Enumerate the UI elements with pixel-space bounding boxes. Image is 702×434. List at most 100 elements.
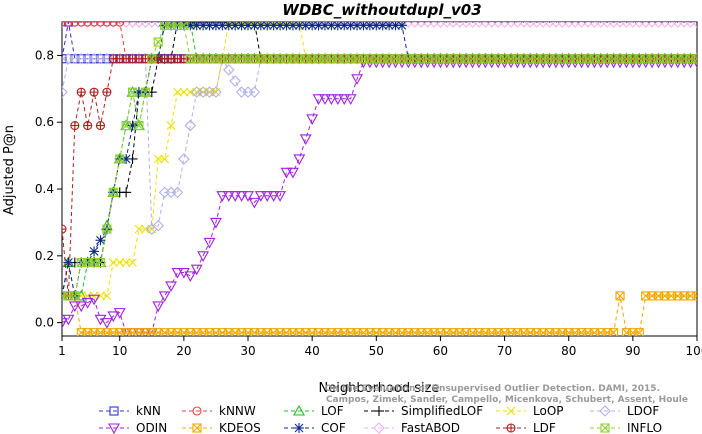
data-point-loop — [140, 224, 150, 234]
data-point-inflo — [70, 291, 80, 301]
series-odin — [62, 57, 697, 336]
data-point-loop — [269, 22, 279, 27]
data-point-knnw — [115, 22, 125, 27]
data-point-fastabod — [543, 22, 556, 28]
data-point-cof — [287, 22, 298, 31]
legend-label: kNN — [136, 404, 161, 418]
data-point-inflo — [179, 22, 189, 30]
data-point-loop — [237, 22, 246, 27]
legend-marker — [373, 422, 385, 434]
data-point-knnw — [70, 22, 80, 27]
data-point-fastabod — [402, 22, 415, 28]
legend-marker — [108, 423, 120, 434]
data-point-fastabod — [627, 22, 639, 28]
data-point-odin — [319, 94, 331, 105]
data-point-cof — [191, 22, 202, 31]
data-point-loop — [282, 22, 291, 27]
series-inflo — [62, 22, 697, 301]
legend-marker — [109, 406, 119, 416]
data-point-cof — [89, 246, 100, 257]
legend-marker — [506, 406, 516, 416]
data-point-odin — [248, 197, 261, 209]
data-point-ldf — [102, 87, 112, 97]
y-axis-label: Adjusted P@n — [2, 125, 17, 215]
data-point-loop — [102, 291, 112, 301]
data-point-odin — [286, 167, 299, 179]
data-point-cof — [210, 22, 221, 31]
data-point-fastabod — [421, 22, 434, 28]
x-tick-label: 100 — [686, 344, 702, 358]
data-point-ldof — [171, 186, 184, 199]
data-point-ldf — [95, 121, 106, 131]
data-point-ldof — [210, 86, 222, 98]
y-tick-label: 0.2 — [35, 249, 54, 263]
legend-label: LDOF — [627, 404, 659, 418]
data-point-fastabod — [133, 22, 145, 28]
data-point-fastabod — [101, 22, 113, 28]
data-point-odin — [75, 301, 88, 313]
data-point-fastabod — [460, 22, 472, 28]
data-point-inflo — [128, 87, 138, 97]
data-point-odin — [62, 314, 75, 326]
data-point-loop — [173, 87, 182, 97]
legend: kNN kNNW LOF SimplifiedLOF LoOP LDOF ODIN KDEOS… — [99, 404, 662, 434]
data-point-knnw — [95, 22, 106, 27]
data-point-fastabod — [678, 22, 690, 28]
x-tick-label: 80 — [561, 344, 576, 358]
data-point-odin — [344, 94, 357, 105]
legend-item-ldof: LDOF — [590, 404, 659, 418]
legend-marker — [374, 406, 384, 416]
legend-item-ldf: LDF — [496, 421, 556, 434]
data-point-ldof — [184, 119, 197, 132]
data-point-odin — [184, 271, 197, 283]
plot-area: 1 10 20 30 40 50 60 70 80 90 100 0.0 0.2 0.4 0.6 0.8 — [35, 21, 702, 358]
data-point-loop — [185, 87, 195, 97]
x-axis-label: Neighborhood size — [319, 381, 440, 396]
series-line-kdeos — [62, 295, 697, 334]
data-point-odin — [216, 191, 229, 202]
data-point-fastabod — [537, 22, 549, 28]
data-point-odin — [351, 74, 363, 85]
legend-label: INFLO — [627, 421, 662, 434]
data-point-fastabod — [146, 22, 158, 28]
data-point-odin — [242, 191, 254, 202]
legend-marker — [506, 423, 516, 433]
data-point-inflo — [692, 54, 697, 64]
data-point-ldf — [62, 224, 67, 234]
data-point-odin — [203, 237, 216, 249]
data-point-fastabod — [434, 22, 447, 28]
data-point-odin — [197, 251, 210, 262]
data-point-kdeos — [615, 291, 625, 301]
data-point-ldf — [83, 121, 93, 131]
data-point-odin — [325, 94, 338, 105]
legend-marker — [294, 423, 304, 433]
legend-marker — [192, 423, 202, 433]
data-point-fastabod — [665, 22, 678, 28]
data-point-ldof — [229, 75, 241, 87]
data-point-fastabod — [601, 22, 613, 28]
data-point-fastabod — [75, 22, 88, 28]
data-point-loop — [160, 154, 170, 164]
series-ldf — [62, 54, 697, 301]
data-point-fastabod — [139, 22, 152, 28]
data-point-odin — [190, 264, 203, 276]
legend-label: ODIN — [136, 421, 167, 434]
data-point-loop — [230, 22, 240, 27]
legend-item-knnw: kNNW — [182, 404, 256, 418]
data-point-fastabod — [646, 22, 658, 28]
data-point-odin — [100, 318, 113, 329]
data-point-knnw — [63, 22, 73, 27]
legend-item-fastabod: FastABOD — [364, 421, 460, 434]
data-point-fastabod — [408, 22, 421, 28]
data-point-fastabod — [639, 22, 652, 28]
data-point-fastabod — [453, 22, 466, 28]
legend-item-simplifiedlof: SimplifiedLOF — [364, 404, 483, 418]
legend-label: FastABOD — [401, 421, 460, 434]
data-point-odin — [165, 281, 177, 293]
data-point-odin — [293, 154, 306, 166]
data-point-cof — [352, 22, 363, 31]
data-point-odin — [62, 318, 68, 329]
plot-frame — [61, 21, 698, 337]
data-point-fastabod — [550, 22, 562, 28]
data-point-fastabod — [684, 22, 697, 28]
